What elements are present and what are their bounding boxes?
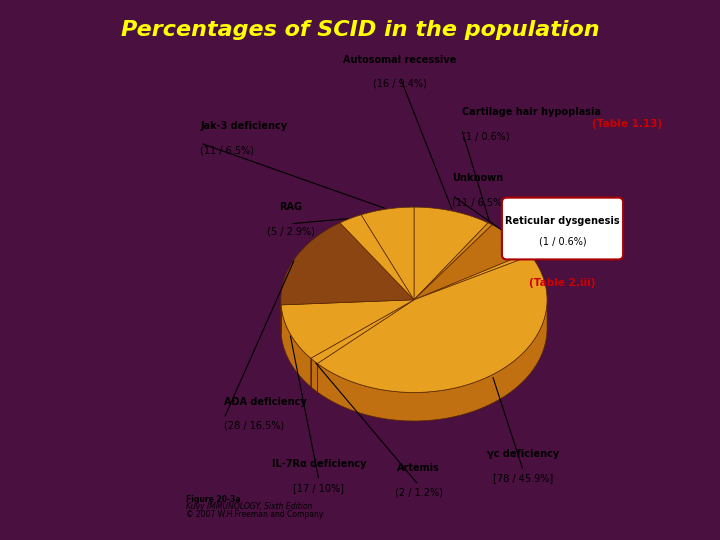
Text: (11 / 6.5%): (11 / 6.5%) bbox=[200, 145, 254, 156]
Text: Reticular dysgenesis: Reticular dysgenesis bbox=[505, 215, 620, 226]
Polygon shape bbox=[414, 225, 528, 300]
Text: Unknown: Unknown bbox=[452, 173, 503, 184]
Text: Kuvy IMMUNOLOGY, Sixth Edition: Kuvy IMMUNOLOGY, Sixth Edition bbox=[186, 502, 312, 511]
Polygon shape bbox=[414, 223, 492, 300]
Text: [17 / 10%]: [17 / 10%] bbox=[294, 483, 344, 493]
Text: (Table 2.iii): (Table 2.iii) bbox=[529, 278, 595, 288]
Text: © 2007 W.H.Freeman and Company: © 2007 W.H.Freeman and Company bbox=[186, 510, 323, 519]
Text: (2 / 1.2%): (2 / 1.2%) bbox=[395, 488, 443, 497]
Text: RAG: RAG bbox=[279, 202, 302, 212]
Text: Artemis: Artemis bbox=[397, 463, 440, 473]
Polygon shape bbox=[311, 358, 318, 392]
Text: IL-7Rα deficiency: IL-7Rα deficiency bbox=[271, 458, 366, 469]
Polygon shape bbox=[340, 215, 414, 300]
Text: (28 / 16.5%): (28 / 16.5%) bbox=[224, 421, 284, 431]
Polygon shape bbox=[281, 305, 311, 387]
Text: Percentages of SCID in the population: Percentages of SCID in the population bbox=[121, 19, 599, 40]
Text: (1 / 0.6%): (1 / 0.6%) bbox=[539, 237, 586, 247]
Text: (1 / 0.6%): (1 / 0.6%) bbox=[462, 131, 509, 141]
Text: γc deficiency: γc deficiency bbox=[487, 449, 559, 459]
Text: Cartilage hair hypoplasia: Cartilage hair hypoplasia bbox=[462, 107, 600, 117]
Text: (5 / 2.9%): (5 / 2.9%) bbox=[266, 226, 315, 236]
Polygon shape bbox=[281, 223, 414, 305]
Polygon shape bbox=[311, 300, 414, 363]
Text: (Table 1.13): (Table 1.13) bbox=[593, 119, 662, 129]
Polygon shape bbox=[281, 300, 414, 358]
Polygon shape bbox=[414, 207, 488, 300]
Polygon shape bbox=[361, 207, 414, 300]
Polygon shape bbox=[318, 301, 547, 421]
Text: (16 / 9.4%): (16 / 9.4%) bbox=[373, 79, 427, 89]
Text: (1 / 0.6%): (1 / 0.6%) bbox=[542, 235, 590, 246]
Text: Reticular dysgenesis: Reticular dysgenesis bbox=[509, 211, 624, 221]
FancyBboxPatch shape bbox=[502, 198, 623, 259]
Text: Autosomal recessive: Autosomal recessive bbox=[343, 55, 456, 65]
Text: ADA deficiency: ADA deficiency bbox=[224, 397, 307, 407]
Polygon shape bbox=[414, 253, 531, 300]
Polygon shape bbox=[318, 255, 547, 393]
Text: Figure 20-3a: Figure 20-3a bbox=[186, 495, 240, 504]
Text: Jak-3 deficiency: Jak-3 deficiency bbox=[200, 121, 287, 131]
Text: [78 / 45.9%]: [78 / 45.9%] bbox=[493, 473, 554, 483]
Text: (11 / 6.5%): (11 / 6.5%) bbox=[452, 198, 506, 208]
